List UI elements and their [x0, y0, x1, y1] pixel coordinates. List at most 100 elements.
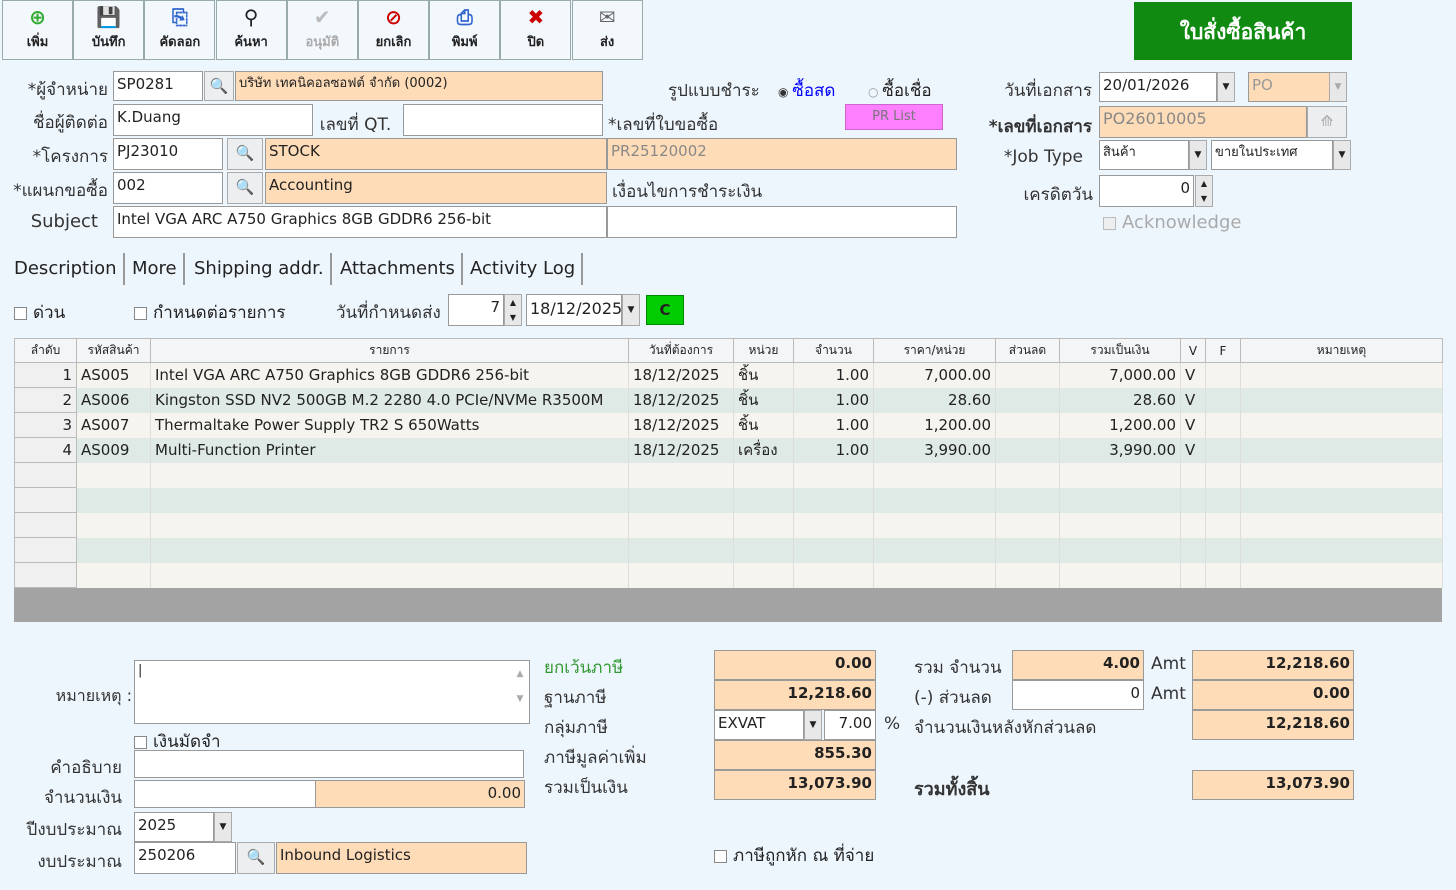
doc-date-label: วันที่เอกสาร — [1004, 81, 1092, 101]
column-header[interactable]: หน่วย — [733, 338, 794, 363]
doc-no-generate-icon[interactable]: ⟰ — [1307, 106, 1347, 138]
table-cell: ชิ้น — [733, 387, 794, 413]
budget-lookup-icon[interactable]: 🔍 — [237, 842, 275, 874]
column-header[interactable]: รวมเป็นเงิน — [1059, 338, 1181, 363]
toolbar-button-add[interactable]: ⊕ เพิ่ม — [2, 0, 73, 60]
due-days-spinner[interactable]: ▲ ▼ — [504, 294, 522, 326]
dept-code-input[interactable]: 002 — [113, 172, 223, 204]
tab-more[interactable]: More — [126, 253, 185, 285]
column-header[interactable]: วันที่ต้องการ — [628, 338, 734, 363]
toolbar-button-print[interactable]: ⎙ พิมพ์ — [429, 0, 501, 60]
tab-activity-log[interactable]: Activity Log — [464, 253, 584, 285]
column-header[interactable]: รายการ — [150, 338, 629, 363]
tax-group-dropdown-icon[interactable]: ▼ — [804, 710, 822, 740]
table-row[interactable] — [14, 512, 1443, 538]
tab-shipping-addr[interactable]: Shipping addr. — [188, 253, 332, 285]
job-sub-dropdown-icon[interactable]: ▼ — [1333, 140, 1351, 170]
toolbar-button-send[interactable]: ✉ ส่ง — [571, 0, 643, 60]
description-input[interactable] — [134, 750, 524, 778]
approve-icon: ✔ — [313, 5, 331, 29]
vendor-lookup-icon[interactable]: 🔍 — [204, 71, 234, 101]
payment-condition-input[interactable] — [607, 206, 957, 238]
qt-input[interactable] — [403, 104, 603, 136]
table-row[interactable] — [14, 462, 1443, 488]
table-cell — [628, 537, 734, 563]
tab-description[interactable]: Description — [8, 253, 125, 285]
urgent-checkbox[interactable]: ด่วน — [14, 299, 65, 326]
table-row[interactable] — [14, 537, 1443, 563]
project-name-field: STOCK — [265, 138, 607, 170]
due-days-input[interactable]: 7 — [448, 294, 504, 326]
table-cell — [1059, 487, 1181, 513]
column-header[interactable]: V — [1180, 338, 1206, 363]
subject-input[interactable]: Intel VGA ARC A750 Graphics 8GB GDDR6 25… — [113, 206, 607, 238]
tax-base-field: 12,218.60 — [714, 680, 876, 710]
toolbar-button-binoculars[interactable]: ⚲ ค้นหา — [215, 0, 287, 60]
toolbar-button-copy[interactable]: ⎘ คัดลอก — [144, 0, 216, 60]
column-header[interactable]: ลำดับ — [14, 338, 77, 363]
per-item-checkbox[interactable]: กำหนดต่อรายการ — [134, 299, 286, 326]
table-row[interactable]: 3 AS007 Thermaltake Power Supply TR2 S 650… — [14, 412, 1443, 438]
table-cell: 1 — [14, 362, 77, 388]
table-cell — [150, 487, 629, 513]
discount-input[interactable]: 0 — [1012, 680, 1144, 710]
table-cell — [1059, 512, 1181, 538]
budget-year-select[interactable]: 2025 — [134, 812, 214, 842]
pay-credit-radio[interactable]: ○ ซื้อเชื่อ — [868, 77, 932, 104]
doc-date-dropdown-icon[interactable]: ▼ — [1217, 72, 1235, 102]
percent-label: % — [884, 714, 901, 734]
table-row[interactable]: 1 AS005 Intel VGA ARC A750 Graphics 8GB GD… — [14, 362, 1443, 388]
job-type-dropdown-icon[interactable]: ▼ — [1189, 140, 1207, 170]
table-row[interactable]: 4 AS009 Multi-Function Printer 18/12/2025 เค… — [14, 437, 1443, 463]
project-lookup-icon[interactable]: 🔍 — [227, 138, 263, 170]
toolbar-button-close[interactable]: ✖ ปิด — [500, 0, 572, 60]
table-cell: 1,200.00 — [873, 412, 996, 438]
toolbar-button-save[interactable]: 💾 บันทึก — [73, 0, 145, 60]
table-cell — [1205, 512, 1241, 538]
job-type-select[interactable]: สินค้า — [1099, 140, 1189, 170]
remark-textarea[interactable]: | — [134, 660, 530, 724]
c-button[interactable]: C — [646, 295, 684, 325]
column-header[interactable]: รหัสสินค้า — [76, 338, 151, 363]
total-field: 13,073.90 — [714, 770, 876, 800]
pr-list-button[interactable]: PR List — [845, 104, 943, 130]
table-row[interactable]: 2 AS006 Kingston SSD NV2 500GB M.2 2280 4.… — [14, 387, 1443, 413]
tax-rate-input[interactable]: 7.00 — [824, 710, 876, 740]
column-header[interactable]: ส่วนลด — [995, 338, 1060, 363]
table-cell: 28.60 — [1059, 387, 1181, 413]
table-row[interactable] — [14, 562, 1443, 588]
pay-cash-radio[interactable]: ◉ ซื้อสด — [778, 77, 835, 104]
table-cell — [793, 562, 874, 588]
credit-days-spinner[interactable]: ▲ ▼ — [1195, 175, 1213, 207]
credit-days-input[interactable]: 0 — [1099, 175, 1194, 207]
column-header[interactable]: จำนวน — [793, 338, 874, 363]
column-header[interactable]: หมายเหตุ — [1240, 338, 1443, 363]
deposit-checkbox[interactable]: เงินมัดจำ — [134, 728, 221, 755]
job-sub-select[interactable]: ขายในประเทศ — [1211, 140, 1333, 170]
table-cell — [733, 512, 794, 538]
due-date-dropdown-icon[interactable]: ▼ — [622, 294, 640, 326]
column-header[interactable]: ราคา/หน่วย — [873, 338, 996, 363]
budget-year-label: ปีงบประมาณ — [26, 820, 122, 840]
tab-attachments[interactable]: Attachments — [334, 253, 463, 285]
wht-checkbox[interactable]: ภาษีถูกหัก ณ ที่จ่าย — [714, 842, 874, 869]
project-code-input[interactable]: PJ23010 — [113, 138, 223, 170]
tax-group-select[interactable]: EXVAT — [714, 710, 804, 740]
column-header[interactable]: F — [1205, 338, 1241, 363]
due-date-input[interactable]: 18/12/2025 — [526, 294, 622, 326]
toolbar-button-cancel[interactable]: ⊘ ยกเลิก — [358, 0, 429, 60]
remark-scrollbar[interactable]: ▲ ▼ — [516, 669, 524, 704]
dept-lookup-icon[interactable]: 🔍 — [227, 172, 263, 204]
contact-input[interactable]: K.Duang — [113, 104, 313, 136]
doc-date-input[interactable]: 20/01/2026 — [1099, 72, 1217, 102]
table-cell: V — [1180, 437, 1206, 463]
table-row[interactable] — [14, 487, 1443, 513]
budget-code-input[interactable]: 250206 — [134, 842, 236, 874]
amount-input[interactable] — [134, 780, 316, 808]
budget-year-dropdown-icon[interactable]: ▼ — [214, 812, 232, 842]
vendor-code-input[interactable]: SP0281 — [113, 71, 203, 101]
table-cell — [995, 512, 1060, 538]
table-cell — [1240, 487, 1443, 513]
toolbar-button-label: ปิด — [527, 35, 545, 50]
table-cell — [1205, 487, 1241, 513]
